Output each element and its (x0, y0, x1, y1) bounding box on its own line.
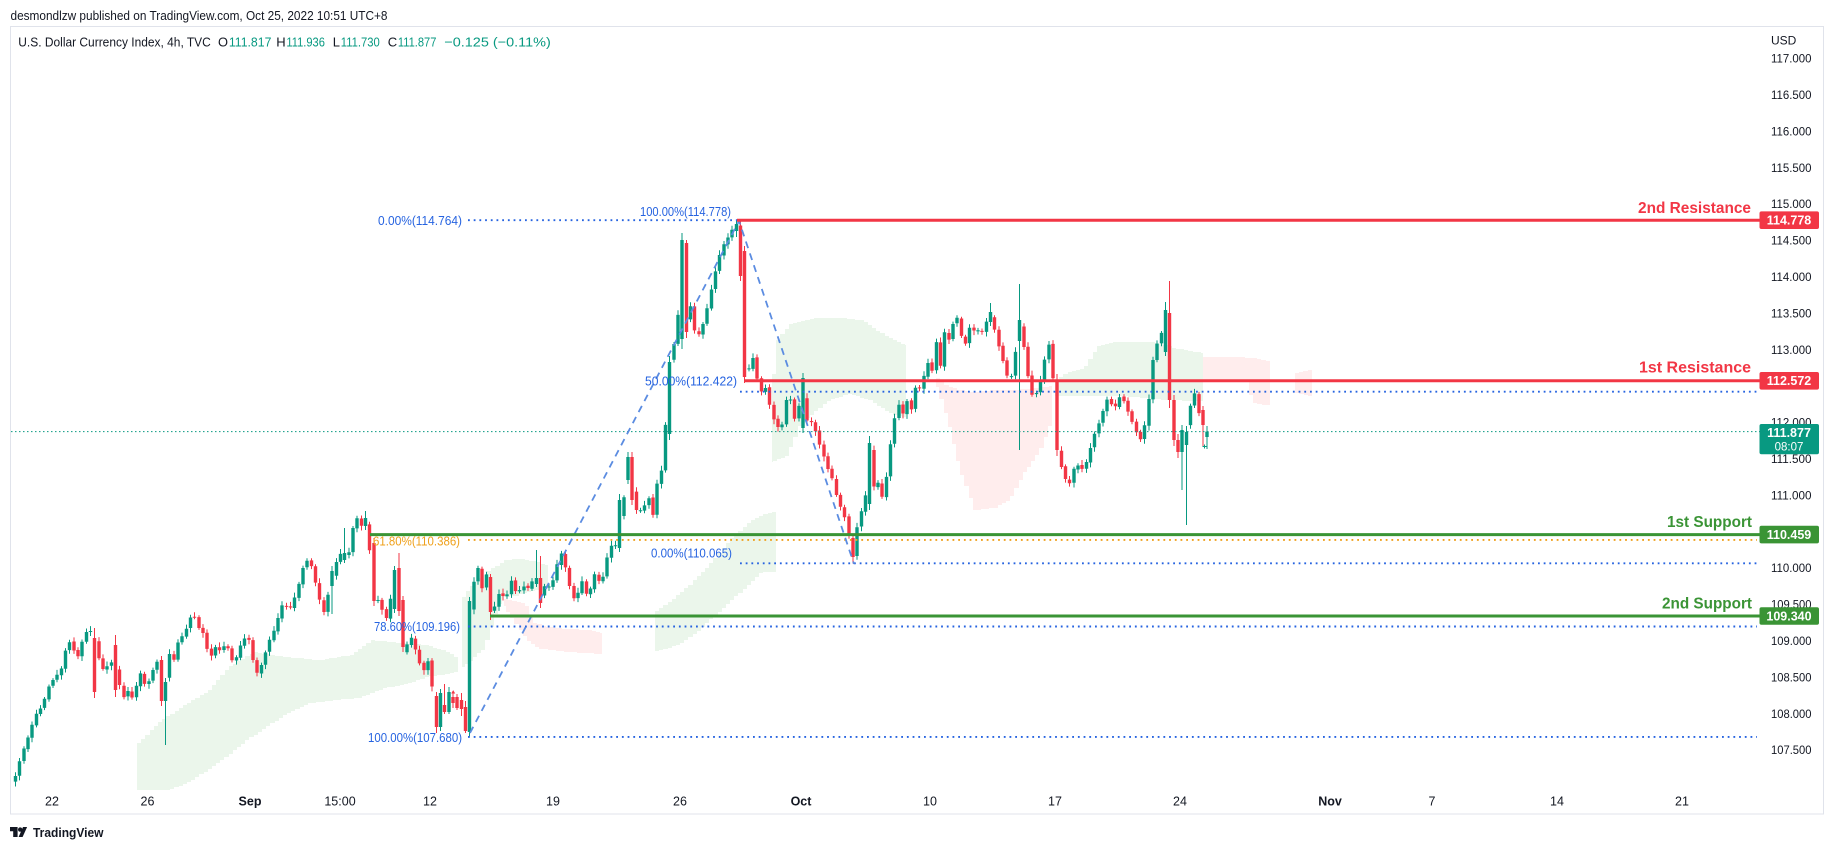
svg-text:111.500: 111.500 (1771, 452, 1812, 466)
svg-text:111.817: 111.817 (229, 35, 272, 50)
svg-text:Nov: Nov (1318, 795, 1342, 809)
svg-text:24: 24 (1173, 795, 1187, 809)
svg-text:15:00: 15:00 (324, 795, 355, 809)
svg-text:Oct: Oct (791, 795, 813, 809)
svg-text:114.778: 114.778 (1767, 214, 1812, 228)
svg-text:110.459: 110.459 (1767, 528, 1812, 542)
svg-text:7: 7 (1429, 795, 1436, 809)
svg-text:USD: USD (1771, 34, 1797, 48)
svg-text:C: C (388, 35, 397, 50)
svg-text:108.000: 108.000 (1771, 707, 1812, 721)
svg-text:21: 21 (1675, 795, 1689, 809)
svg-text:1st Support: 1st Support (1667, 514, 1753, 531)
svg-text:10: 10 (923, 795, 937, 809)
svg-text:107.500: 107.500 (1771, 743, 1812, 757)
svg-text:26: 26 (141, 795, 155, 809)
svg-text:116.000: 116.000 (1771, 124, 1812, 138)
svg-text:50.00%(112.422): 50.00%(112.422) (645, 375, 737, 389)
svg-text:TradingView: TradingView (33, 825, 104, 840)
svg-text:114.500: 114.500 (1771, 234, 1812, 248)
svg-text:26: 26 (673, 795, 687, 809)
svg-text:O: O (218, 35, 228, 50)
svg-text:desmondlzw published on Tradin: desmondlzw published on TradingView.com,… (11, 8, 388, 23)
svg-text:2nd Resistance: 2nd Resistance (1638, 200, 1751, 217)
svg-text:−0.125 (−0.11%): −0.125 (−0.11%) (444, 35, 551, 50)
svg-text:U.S. Dollar Currency Index, 4h: U.S. Dollar Currency Index, 4h, TVC (18, 35, 211, 50)
svg-text:117.000: 117.000 (1771, 52, 1812, 66)
svg-text:22: 22 (45, 795, 59, 809)
svg-text:115.500: 115.500 (1771, 161, 1812, 175)
svg-text:109.000: 109.000 (1771, 634, 1812, 648)
svg-text:100.00%(114.778): 100.00%(114.778) (640, 205, 731, 219)
svg-text:108.500: 108.500 (1771, 670, 1812, 684)
svg-text:H: H (276, 35, 285, 50)
svg-text:12: 12 (423, 795, 437, 809)
svg-text:111.730: 111.730 (341, 35, 380, 50)
svg-text:111.877: 111.877 (1767, 426, 1811, 440)
svg-text:111.000: 111.000 (1771, 488, 1812, 502)
svg-text:0.00%(110.065): 0.00%(110.065) (651, 547, 732, 561)
svg-text:2nd Support: 2nd Support (1662, 596, 1753, 613)
svg-text:109.340: 109.340 (1766, 609, 1811, 623)
svg-text:116.500: 116.500 (1771, 88, 1812, 102)
svg-text:111.877: 111.877 (398, 35, 437, 50)
svg-text:112.572: 112.572 (1767, 374, 1812, 388)
svg-text:19: 19 (546, 795, 560, 809)
svg-text:0.00%(114.764): 0.00%(114.764) (378, 214, 462, 228)
svg-text:14: 14 (1550, 795, 1564, 809)
svg-text:115.000: 115.000 (1771, 197, 1812, 211)
svg-text:08:07: 08:07 (1775, 442, 1804, 454)
svg-text:17: 17 (1048, 795, 1062, 809)
svg-text:78.60%(109.196): 78.60%(109.196) (374, 620, 460, 634)
svg-text:Sep: Sep (239, 795, 262, 809)
svg-text:114.000: 114.000 (1771, 270, 1812, 284)
svg-text:111.936: 111.936 (286, 35, 325, 50)
svg-text:61.80%(110.386): 61.80%(110.386) (373, 535, 460, 549)
svg-text:110.000: 110.000 (1771, 561, 1812, 575)
svg-text:1st Resistance: 1st Resistance (1639, 360, 1751, 377)
svg-text:113.000: 113.000 (1771, 343, 1812, 357)
svg-text:113.500: 113.500 (1771, 306, 1812, 320)
svg-text:L: L (333, 35, 340, 50)
svg-text:100.00%(107.680): 100.00%(107.680) (368, 731, 462, 745)
